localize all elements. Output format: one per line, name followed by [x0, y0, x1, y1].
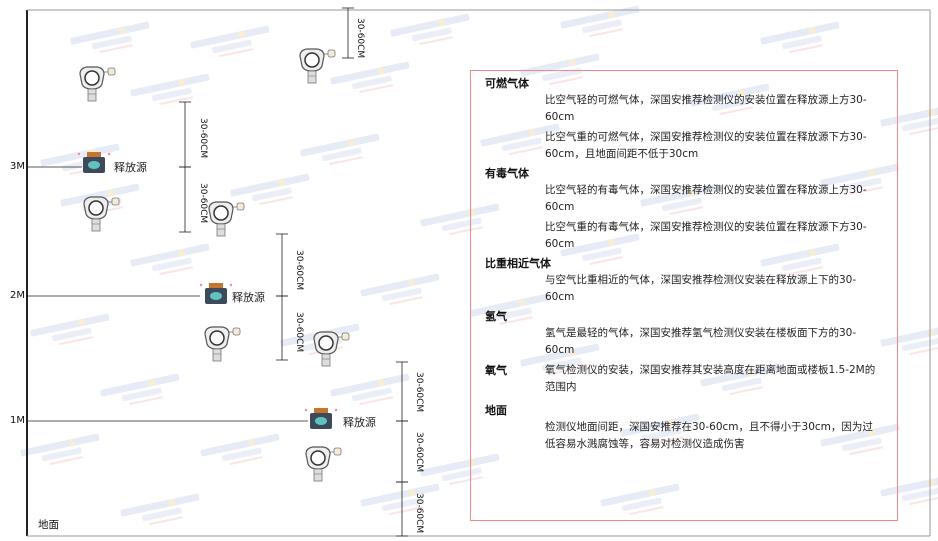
watermark-logo: [190, 25, 270, 58]
section-similar-density: 比重相近气体 与空气比重相近的气体，深国安推荐检测仪安装在释放源上下的30-60…: [485, 256, 887, 305]
watermark-logo: [560, 233, 640, 266]
dimension-label: 30-60CM: [355, 18, 365, 59]
gas-detector-icon: [313, 331, 350, 367]
watermark-logo: [640, 183, 720, 216]
source-label-3m: 释放源: [114, 161, 147, 174]
watermark-logo: [130, 243, 210, 276]
dimension-label: 30-60CM: [198, 183, 208, 224]
watermark-logo: [200, 433, 280, 466]
release-source-icon: [77, 152, 111, 173]
gas-detector-icon: [83, 196, 120, 232]
watermark-logo: [470, 293, 550, 326]
watermark-logo: [820, 423, 900, 456]
dimension-label: 30-60CM: [294, 250, 304, 291]
dimension-line: [396, 481, 408, 537]
watermark-logo: [760, 243, 840, 276]
watermark-logo: [880, 103, 938, 136]
section-title: 氢气: [485, 310, 507, 323]
watermark-logo: [360, 273, 440, 306]
watermark-logo: [100, 373, 180, 406]
dimension-label: 30-60CM: [198, 118, 208, 159]
watermark-logo: [230, 173, 310, 206]
section-text: 检测仪地面间距，深国安推荐在30-60cm，且不得小于30cm，因为过低容易水溅…: [545, 421, 873, 450]
gas-detector-icon: [204, 326, 241, 362]
dimension-label: 30-60CM: [414, 432, 424, 473]
watermark-logo: [820, 163, 900, 196]
section-text: 氢气是最轻的气体，深国安推荐氢气检测仪安装在楼板面下方的30-60cm: [545, 327, 857, 356]
watermark-logo: [130, 73, 210, 106]
section-ground: 地面 检测仪地面间距，深国安推荐在30-60cm，且不得小于30cm，因为过低容…: [485, 403, 887, 452]
watermark-logo: [30, 313, 110, 346]
dimension-line: [342, 7, 354, 59]
watermark-logo: [880, 323, 938, 356]
section-toxic: 有毒气体 比空气轻的有毒气体，深国安推荐检测仪的安装位置在释放源上方30-60c…: [485, 166, 887, 252]
level-2m-label: 2M: [10, 290, 25, 301]
gas-detector-icon: [79, 66, 116, 102]
watermark-logo: [40, 143, 120, 176]
release-source-icon: [304, 408, 338, 429]
recommendation-panel: 可燃气体 比空气轻的可燃气体，深国安推荐检测仪的安装位置在释放源上方30-60c…: [470, 70, 898, 521]
watermark-logo: [420, 453, 500, 486]
watermark-logo: [120, 493, 200, 526]
section-text: 比空气重的可燃气体，深国安推荐检测仪的安装位置在释放源下方30-60cm，且地面…: [545, 131, 867, 160]
watermark-logo: [420, 203, 500, 236]
dimension-label: 30-60CM: [414, 372, 424, 413]
section-title: 氧气: [485, 364, 507, 377]
watermark-logo: [520, 343, 600, 376]
watermark-logo: [390, 13, 470, 46]
section-hydrogen: 氢气 氢气是最轻的气体，深国安推荐氢气检测仪安装在楼板面下方的30-60cm: [485, 309, 887, 358]
dimension-label: 30-60CM: [294, 312, 304, 353]
dimension-line: [396, 361, 408, 422]
section-title: 地面: [485, 404, 507, 417]
gas-detector-icon: [299, 48, 336, 84]
section-text: 比空气轻的有毒气体，深国安推荐检测仪的安装位置在释放源上方30-60cm: [545, 184, 867, 213]
watermark-logo: [300, 133, 380, 166]
section-title: 有毒气体: [485, 167, 529, 180]
watermark-logo: [360, 483, 440, 516]
gas-detector-icon: [305, 446, 342, 482]
watermark-logo: [70, 21, 150, 54]
watermark-logo: [330, 373, 410, 406]
source-label-1m: 释放源: [343, 416, 376, 429]
section-text: 比空气重的有毒气体，深国安推荐检测仪的安装位置在释放源下方30-60cm: [545, 221, 867, 250]
section-text: 氧气检测仪的安装，深国安推荐其安装高度在距离地面或楼板1.5-2M的范围内: [545, 364, 876, 393]
watermark-logo: [760, 21, 840, 54]
gas-detector-icon: [208, 201, 245, 237]
dimension-label: 30-60CM: [414, 493, 424, 534]
watermark-logo: [700, 363, 780, 396]
section-flammable: 可燃气体 比空气轻的可燃气体，深国安推荐检测仪的安装位置在释放源上方30-60c…: [485, 76, 887, 162]
dimension-line: [276, 295, 288, 361]
dimension-line: [276, 233, 288, 297]
watermark-logo: [330, 61, 410, 94]
dimension-line: [396, 420, 408, 483]
source-label-2m: 释放源: [232, 291, 265, 304]
dimension-line: [179, 101, 191, 168]
ground-label: 地面: [38, 519, 59, 531]
watermark-logo: [480, 123, 560, 156]
watermark-logo: [20, 433, 100, 466]
watermark-logo: [690, 83, 770, 116]
section-text: 与空气比重相近的气体，深国安推荐检测仪安装在释放源上下的30-60cm: [545, 274, 857, 303]
level-1m-label: 1M: [10, 415, 25, 426]
watermark-logo: [620, 413, 700, 446]
watermark-logo: [560, 5, 640, 38]
section-title: 比重相近气体: [485, 257, 551, 270]
section-oxygen: 氧气 氧气检测仪的安装，深国安推荐其安装高度在距离地面或楼板1.5-2M的范围内: [485, 362, 887, 399]
dimension-line: [179, 166, 191, 233]
release-source-icon: [199, 283, 233, 304]
section-text: 比空气轻的可燃气体，深国安推荐检测仪的安装位置在释放源上方30-60cm: [545, 94, 867, 123]
watermark-logo: [600, 483, 680, 516]
level-3m-label: 3M: [10, 161, 25, 172]
section-title: 可燃气体: [485, 77, 529, 90]
